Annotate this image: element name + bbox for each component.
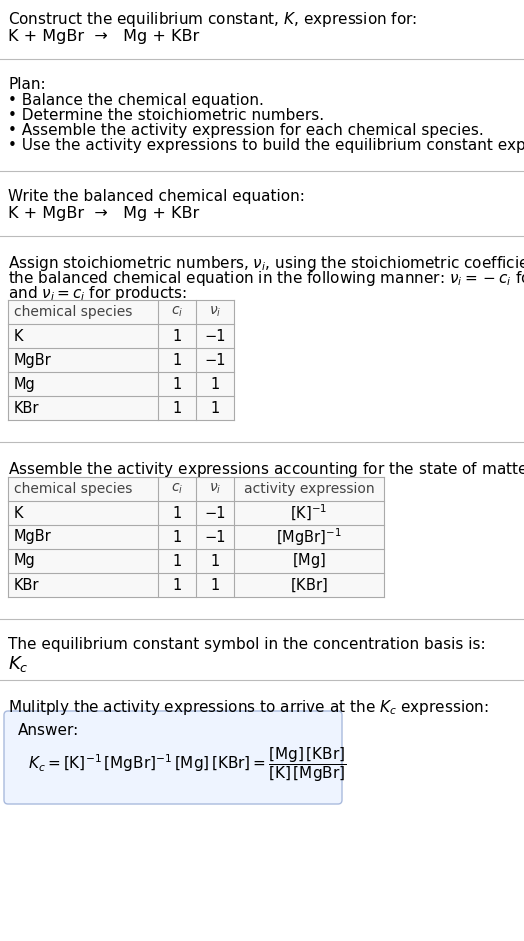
- Text: • Assemble the activity expression for each chemical species.: • Assemble the activity expression for e…: [8, 123, 484, 138]
- Text: KBr: KBr: [14, 578, 39, 593]
- Text: $[\mathrm{K}]^{-1}$: $[\mathrm{K}]^{-1}$: [290, 502, 328, 523]
- Text: KBr: KBr: [14, 401, 39, 416]
- Text: K: K: [14, 505, 24, 520]
- Text: $\nu_i$: $\nu_i$: [209, 482, 221, 496]
- Text: $c_i$: $c_i$: [171, 482, 183, 496]
- Text: $[\mathrm{MgBr}]^{-1}$: $[\mathrm{MgBr}]^{-1}$: [276, 526, 342, 548]
- Text: Mg: Mg: [14, 376, 36, 391]
- Text: $\nu_i$: $\nu_i$: [209, 305, 221, 319]
- Text: 1: 1: [172, 328, 182, 343]
- Text: Assign stoichiometric numbers, $\nu_i$, using the stoichiometric coefficients, $: Assign stoichiometric numbers, $\nu_i$, …: [8, 254, 524, 273]
- Text: 1: 1: [172, 353, 182, 368]
- Text: K: K: [14, 328, 24, 343]
- Text: • Balance the chemical equation.: • Balance the chemical equation.: [8, 93, 264, 108]
- Text: • Determine the stoichiometric numbers.: • Determine the stoichiometric numbers.: [8, 108, 324, 123]
- Text: −1: −1: [204, 530, 226, 545]
- FancyBboxPatch shape: [4, 711, 342, 804]
- Text: $K_c$: $K_c$: [8, 654, 29, 674]
- Text: 1: 1: [172, 530, 182, 545]
- Text: $K_c = [\mathrm{K}]^{-1}\,[\mathrm{MgBr}]^{-1}\,[\mathrm{Mg}]\,[\mathrm{KBr}] = : $K_c = [\mathrm{K}]^{-1}\,[\mathrm{MgBr}…: [28, 745, 346, 784]
- Bar: [8, 477, 384, 597]
- Text: MgBr: MgBr: [14, 530, 52, 545]
- Text: $c_i$: $c_i$: [171, 305, 183, 319]
- Text: Mulitply the activity expressions to arrive at the $K_c$ expression:: Mulitply the activity expressions to arr…: [8, 698, 489, 717]
- Text: Assemble the activity expressions accounting for the state of matter and $\nu_i$: Assemble the activity expressions accoun…: [8, 460, 524, 479]
- Text: Mg: Mg: [14, 553, 36, 568]
- Text: chemical species: chemical species: [14, 482, 133, 496]
- Text: and $\nu_i = c_i$ for products:: and $\nu_i = c_i$ for products:: [8, 284, 187, 303]
- Text: Answer:: Answer:: [18, 723, 79, 738]
- Text: 1: 1: [172, 578, 182, 593]
- Text: $[\mathrm{Mg}]$: $[\mathrm{Mg}]$: [292, 551, 326, 570]
- Text: 1: 1: [172, 553, 182, 568]
- Text: 1: 1: [210, 578, 220, 593]
- Text: The equilibrium constant symbol in the concentration basis is:: The equilibrium constant symbol in the c…: [8, 637, 486, 652]
- Text: 1: 1: [210, 376, 220, 391]
- Text: $[\mathrm{KBr}]$: $[\mathrm{KBr}]$: [290, 576, 328, 594]
- Text: • Use the activity expressions to build the equilibrium constant expression.: • Use the activity expressions to build …: [8, 138, 524, 153]
- Text: Construct the equilibrium constant, $K$, expression for:: Construct the equilibrium constant, $K$,…: [8, 10, 417, 29]
- Text: −1: −1: [204, 328, 226, 343]
- Text: Plan:: Plan:: [8, 77, 46, 92]
- Text: K + MgBr  →   Mg + KBr: K + MgBr → Mg + KBr: [8, 29, 199, 44]
- Text: 1: 1: [210, 401, 220, 416]
- Text: Write the balanced chemical equation:: Write the balanced chemical equation:: [8, 189, 305, 204]
- Text: 1: 1: [172, 376, 182, 391]
- Text: the balanced chemical equation in the following manner: $\nu_i = -c_i$ for react: the balanced chemical equation in the fo…: [8, 269, 524, 288]
- Text: chemical species: chemical species: [14, 305, 133, 319]
- Text: −1: −1: [204, 353, 226, 368]
- Text: 1: 1: [172, 401, 182, 416]
- Text: 1: 1: [172, 505, 182, 520]
- Text: 1: 1: [210, 553, 220, 568]
- Text: K + MgBr  →   Mg + KBr: K + MgBr → Mg + KBr: [8, 206, 199, 221]
- Text: −1: −1: [204, 505, 226, 520]
- Text: MgBr: MgBr: [14, 353, 52, 368]
- Text: activity expression: activity expression: [244, 482, 374, 496]
- Bar: [8, 300, 234, 420]
